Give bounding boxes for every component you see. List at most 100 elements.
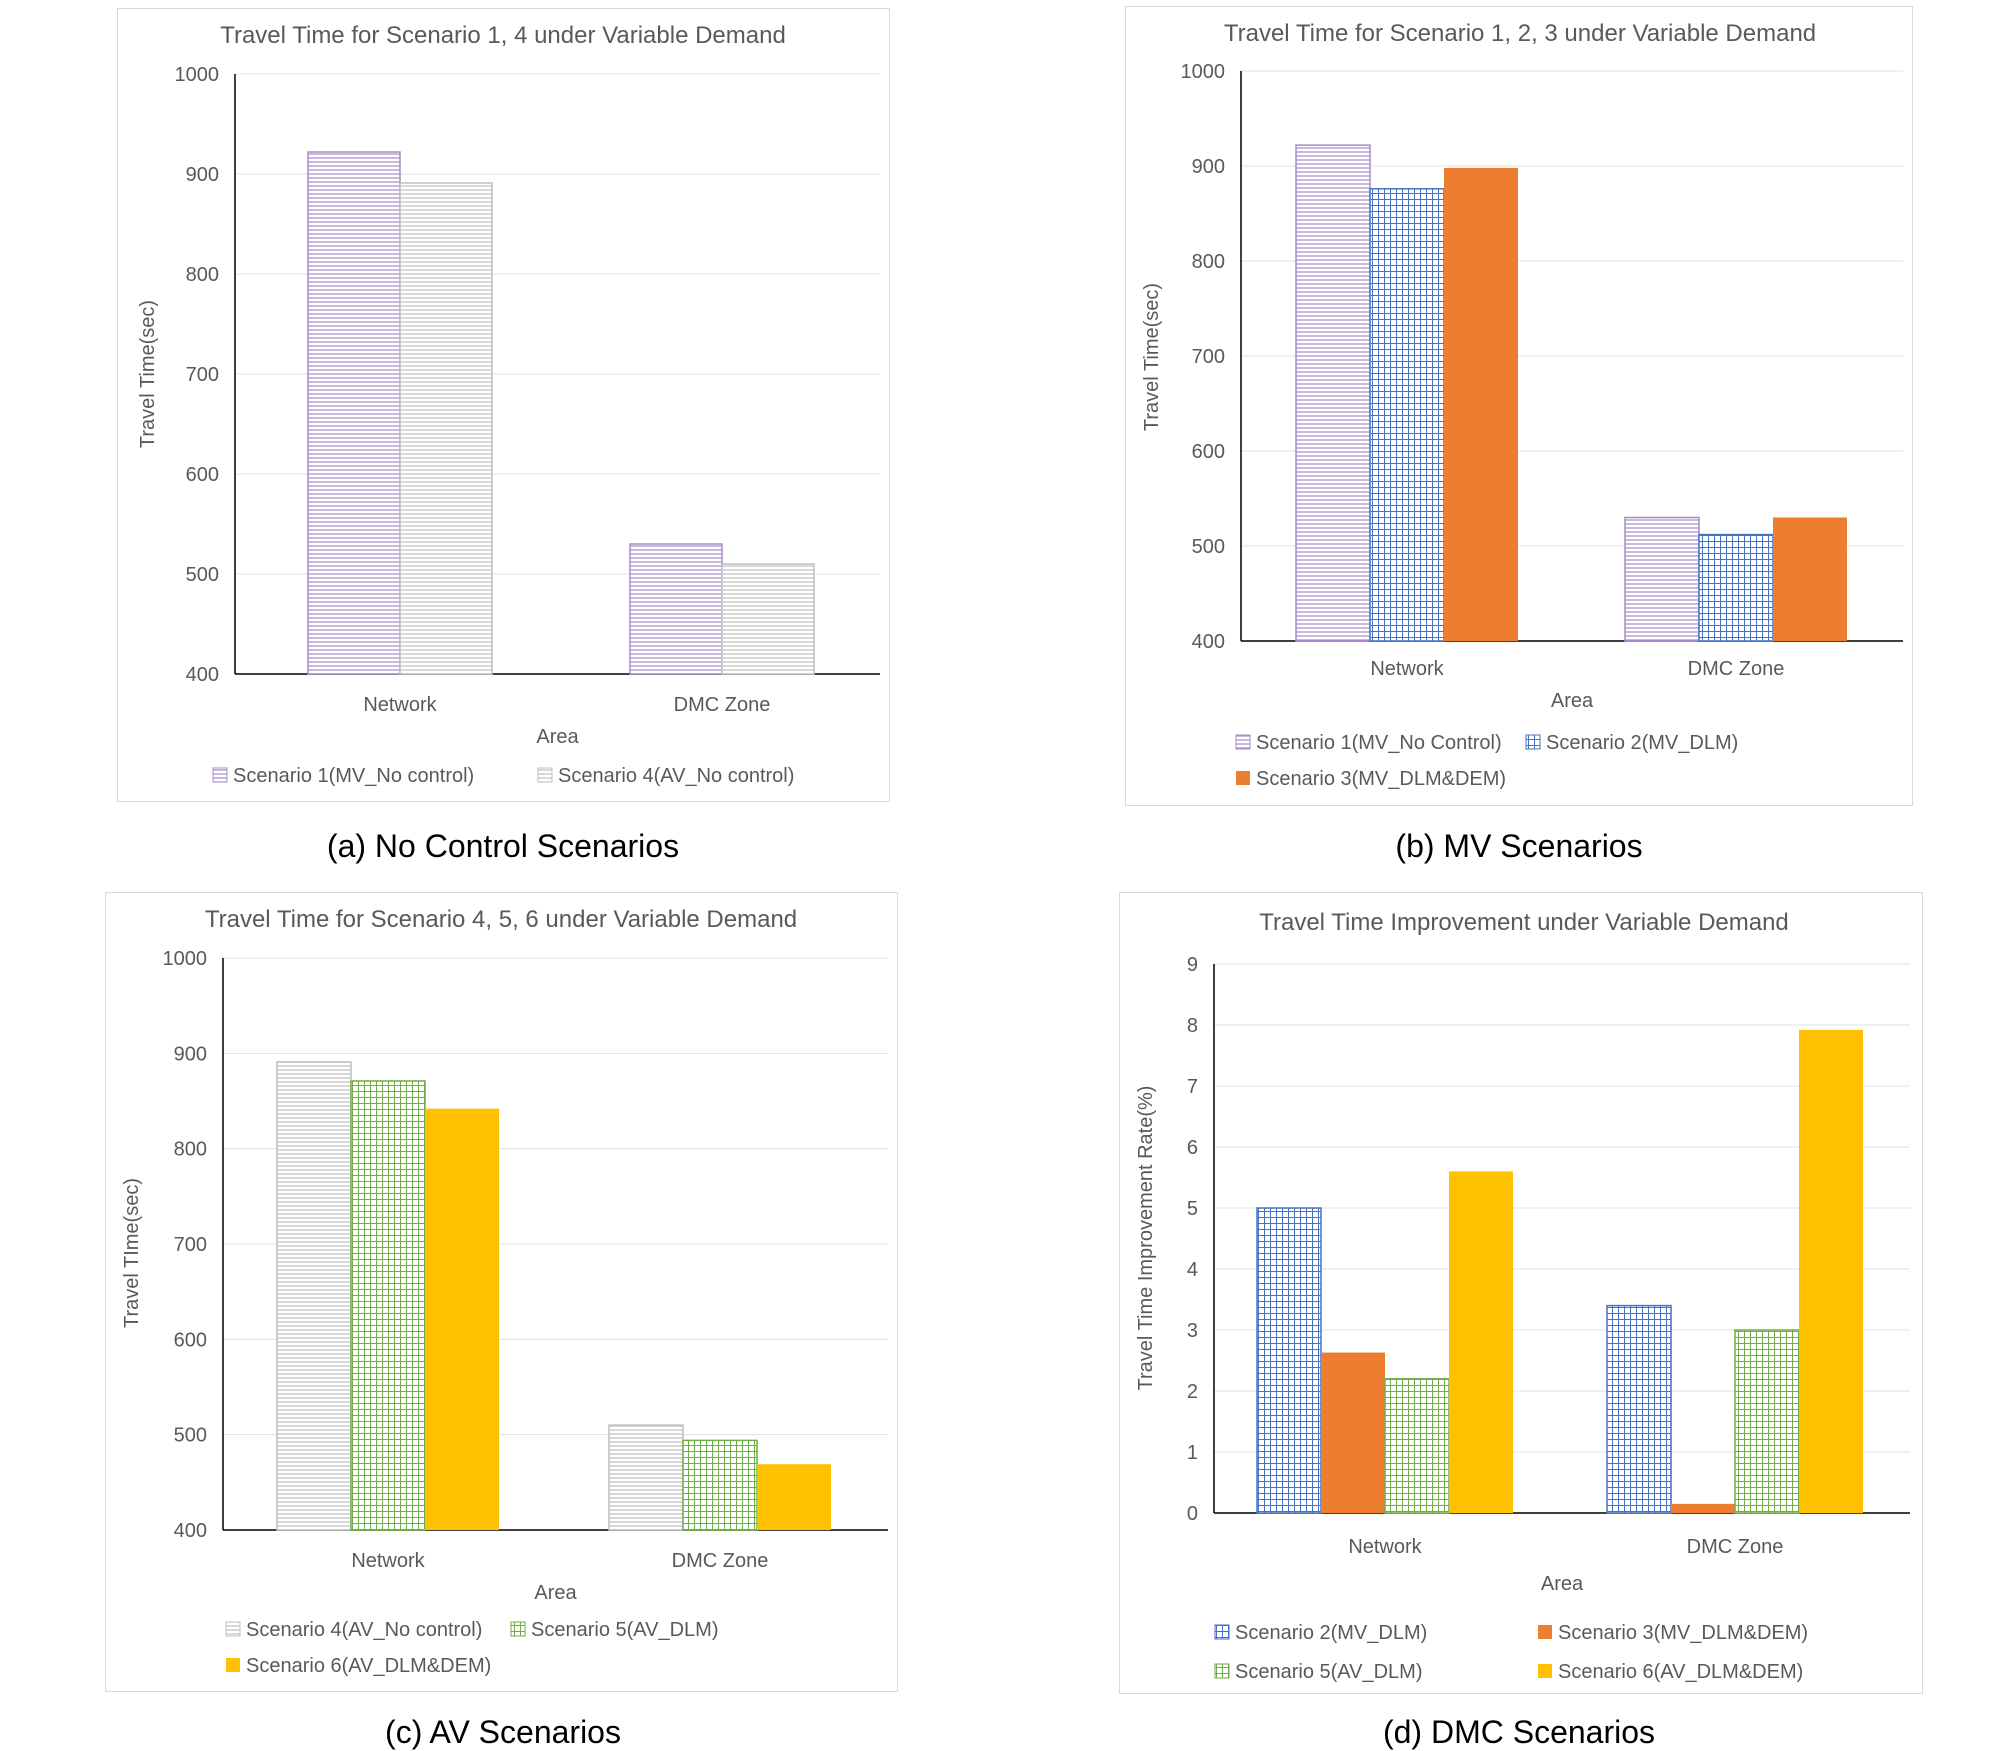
bar: [1799, 1029, 1863, 1513]
legend-label: Scenario 5(AV_DLM): [1235, 1661, 1422, 1683]
y-tick-label: 2: [1187, 1381, 1198, 1403]
caption-b: (b) MV Scenarios: [1395, 828, 1643, 864]
y-tick-label: 900: [186, 164, 219, 186]
caption-a: (a) No Control Scenarios: [326, 828, 680, 864]
y-tick-label: 900: [174, 1043, 207, 1065]
bar: [608, 1424, 684, 1531]
y-tick-label: 500: [174, 1425, 207, 1447]
chart-panel-b: Travel Time for Scenario 1, 2, 3 under V…: [1125, 6, 1913, 806]
legend-label: Scenario 4(AV_No control): [246, 1619, 482, 1641]
bar: [721, 563, 815, 675]
bar: [350, 1080, 426, 1531]
y-tick-label: 600: [1192, 441, 1225, 463]
chart-title: Travel Time for Scenario 4, 5, 6 under V…: [205, 906, 797, 933]
x-tick-label: Network: [363, 694, 437, 716]
legend-label: Scenario 2(MV_DLM): [1235, 1622, 1427, 1644]
bar: [1295, 144, 1371, 642]
y-axis-label: Travel TIme(sec): [121, 1178, 143, 1328]
chart-title: Travel Time Improvement under Variable D…: [1259, 909, 1789, 936]
x-tick-label: DMC Zone: [1688, 658, 1785, 680]
y-tick-label: 800: [186, 264, 219, 286]
y-tick-label: 7: [1187, 1076, 1198, 1098]
y-tick-label: 0: [1187, 1503, 1198, 1525]
y-tick-label: 6: [1187, 1137, 1198, 1159]
legend-label: Scenario 6(AV_DLM&DEM): [1558, 1661, 1803, 1683]
y-tick-label: 3: [1187, 1320, 1198, 1342]
y-tick-label: 800: [174, 1139, 207, 1161]
y-tick-label: 600: [186, 464, 219, 486]
legend-swatch: [226, 1658, 240, 1672]
y-tick-label: 700: [186, 364, 219, 386]
legend-label: Scenario 1(MV_No Control): [1256, 732, 1502, 754]
bar: [1256, 1207, 1322, 1514]
bar: [399, 182, 493, 675]
y-tick-label: 700: [1192, 346, 1225, 368]
chart-title: Travel Time for Scenario 1, 2, 3 under V…: [1224, 20, 1816, 47]
legend-swatch: [1235, 734, 1251, 750]
chart-title: Travel Time for Scenario 1, 4 under Vari…: [220, 22, 786, 49]
chart-b-svg: Travel Time for Scenario 1, 2, 3 under V…: [1141, 20, 1903, 790]
bar: [1773, 517, 1847, 641]
x-axis-label: Area: [1541, 1573, 1584, 1595]
y-tick-label: 5: [1187, 1198, 1198, 1220]
x-tick-label: DMC Zone: [1687, 1536, 1784, 1558]
y-tick-label: 900: [1192, 156, 1225, 178]
legend-swatch: [1525, 734, 1541, 750]
y-tick-label: 1000: [175, 64, 220, 86]
legend-swatch: [1538, 1664, 1552, 1678]
bar: [1449, 1171, 1513, 1513]
legend-swatch: [510, 1621, 526, 1637]
y-tick-label: 400: [174, 1520, 207, 1542]
legend-label: Scenario 1(MV_No control): [233, 765, 474, 787]
legend-label: Scenario 5(AV_DLM): [531, 1619, 718, 1641]
chart-a-svg: Travel Time for Scenario 1, 4 under Vari…: [137, 22, 880, 787]
x-axis-label: Area: [536, 726, 579, 748]
y-tick-label: 4: [1187, 1259, 1198, 1281]
x-axis-label: Area: [534, 1582, 577, 1604]
chart-d-svg: Travel Time Improvement under Variable D…: [1135, 909, 1910, 1683]
y-tick-label: 1000: [1181, 61, 1226, 83]
bar: [757, 1464, 831, 1530]
x-axis-label: Area: [1551, 690, 1594, 712]
y-tick-label: 8: [1187, 1015, 1198, 1037]
chart-panel-a: Travel Time for Scenario 1, 4 under Vari…: [117, 8, 890, 802]
bar: [1624, 516, 1700, 642]
bar: [682, 1439, 758, 1531]
bar: [629, 543, 723, 675]
x-tick-label: Network: [1348, 1536, 1422, 1558]
bar: [1671, 1503, 1735, 1513]
y-tick-label: 1000: [163, 948, 208, 970]
bar: [425, 1108, 499, 1530]
y-tick-label: 400: [186, 664, 219, 686]
y-axis-label: Travel Time Improvement Rate(%): [1135, 1086, 1157, 1391]
y-tick-label: 500: [1192, 536, 1225, 558]
legend-swatch: [1538, 1625, 1552, 1639]
legend-swatch: [537, 767, 553, 783]
x-tick-label: Network: [1370, 658, 1444, 680]
legend-swatch: [1236, 771, 1250, 785]
bar: [307, 151, 401, 675]
caption-d: (d) DMC Scenarios: [1382, 1714, 1656, 1750]
bar: [276, 1061, 352, 1531]
legend-label: Scenario 6(AV_DLM&DEM): [246, 1655, 491, 1677]
chart-c-svg: Travel Time for Scenario 4, 5, 6 under V…: [121, 906, 888, 1677]
y-tick-label: 700: [174, 1234, 207, 1256]
x-tick-label: DMC Zone: [672, 1550, 769, 1572]
legend-swatch: [1214, 1663, 1230, 1679]
legend-label: Scenario 4(AV_No control): [558, 765, 794, 787]
y-tick-label: 800: [1192, 251, 1225, 273]
bar: [1444, 167, 1518, 641]
y-axis-label: Travel Time(sec): [137, 300, 159, 448]
x-tick-label: Network: [351, 1550, 425, 1572]
bar: [1384, 1378, 1450, 1514]
bar: [1734, 1329, 1800, 1514]
y-tick-label: 1: [1187, 1442, 1198, 1464]
legend-label: Scenario 2(MV_DLM): [1546, 732, 1738, 754]
legend-label: Scenario 3(MV_DLM&DEM): [1558, 1622, 1808, 1644]
legend-swatch: [1214, 1624, 1230, 1640]
bar: [1369, 188, 1445, 642]
legend-label: Scenario 3(MV_DLM&DEM): [1256, 768, 1506, 790]
y-tick-label: 500: [186, 564, 219, 586]
bar: [1698, 533, 1774, 642]
chart-panel-c: Travel Time for Scenario 4, 5, 6 under V…: [105, 892, 898, 1692]
